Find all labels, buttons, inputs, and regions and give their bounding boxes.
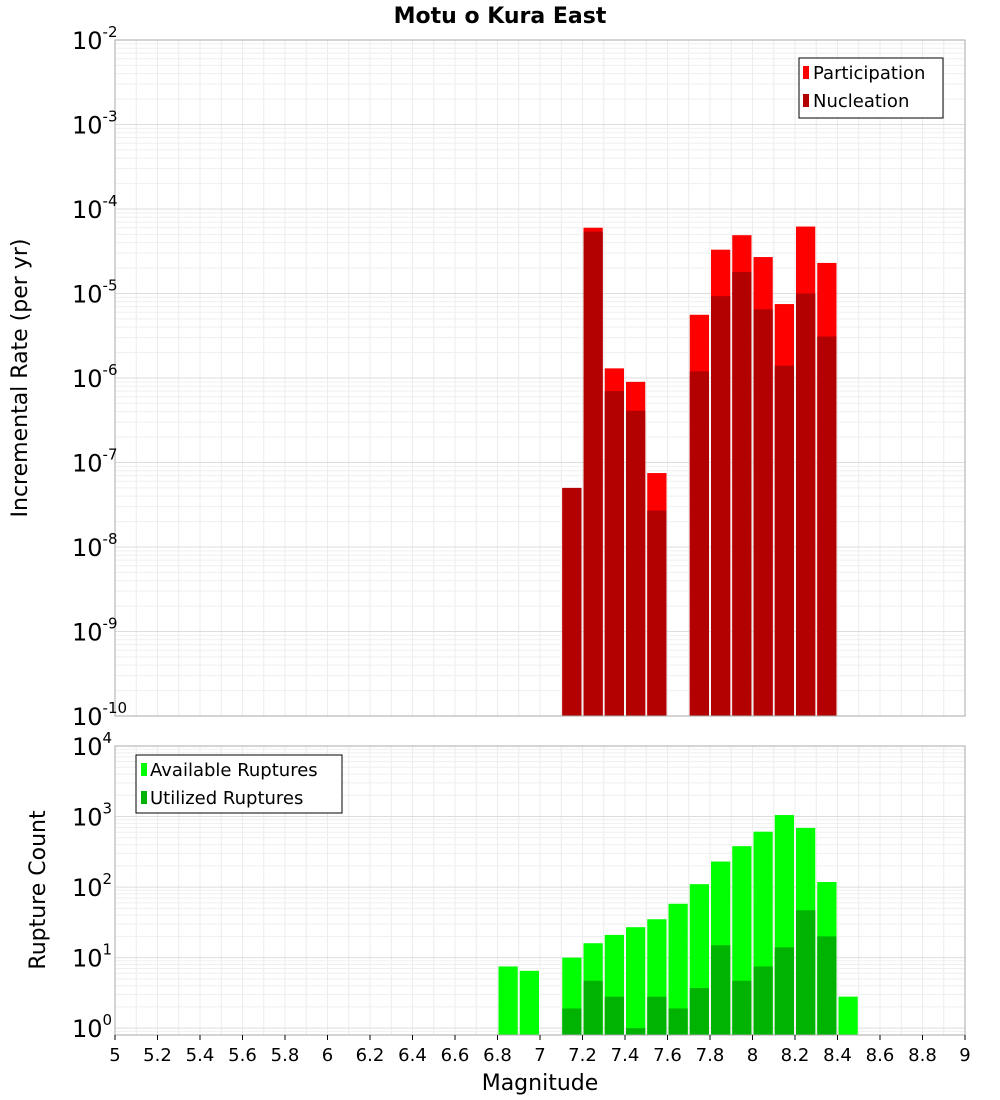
nucleation-bar [626, 410, 646, 716]
x-tick-label: 5.6 [228, 1045, 257, 1066]
x-tick-label: 8.2 [781, 1045, 810, 1066]
y-tick-label: 10-4 [72, 192, 118, 224]
nucleation-bar [732, 271, 752, 716]
x-tick-label: 6.6 [441, 1045, 470, 1066]
y-tick-label: 100 [72, 1011, 112, 1043]
top-y-axis-label: Incremental Rate (per yr) [8, 239, 33, 518]
bottom-panel: 100 101 102 103 104 5 5.2 5.4 5.6 5.8 6 6.2 6.4 6.6 6… [26, 729, 971, 1096]
bottom-x-ticks: 5 5.2 5.4 5.6 5.8 6 6.2 6.4 6.6 6.8 7 7.2 7.4 7.6 7.8 8… [109, 1035, 971, 1066]
nucleation-bar [796, 293, 816, 716]
bottom-legend: Available Ruptures Utilized Ruptures [135, 754, 343, 814]
top-grid [114, 40, 966, 717]
y-tick-label: 10-6 [72, 361, 118, 393]
utilized-ruptures-bar [817, 936, 837, 1035]
y-tick-label: 10-8 [72, 530, 118, 562]
y-tick-label: 101 [72, 941, 112, 973]
y-tick-label: 10-9 [72, 615, 118, 647]
utilized-ruptures-bar [732, 980, 752, 1035]
bottom-bars [498, 815, 858, 1035]
available-ruptures-bar [626, 927, 646, 1035]
y-tick-label: 103 [72, 800, 112, 832]
y-tick-label: 102 [72, 870, 112, 902]
x-tick-label: 9 [959, 1045, 970, 1066]
x-tick-label: 6.8 [483, 1045, 512, 1066]
x-tick-label: 7.8 [696, 1045, 725, 1066]
nucleation-bar [689, 371, 709, 716]
legend-label-participation: Participation [813, 63, 925, 84]
available-ruptures-bar [519, 970, 539, 1035]
y-tick-label: 10-10 [72, 699, 127, 731]
x-tick-label: 8.4 [823, 1045, 852, 1066]
utilized-ruptures-bar [668, 1008, 688, 1035]
utilized-ruptures-bar [647, 996, 667, 1035]
x-tick-label: 5.4 [186, 1045, 215, 1066]
x-tick-label: 7.6 [653, 1045, 682, 1066]
y-tick-label: 10-3 [72, 108, 118, 140]
nucleation-bar [753, 309, 773, 716]
x-tick-label: 7.4 [611, 1045, 640, 1066]
bottom-y-axis-label: Rupture Count [26, 810, 51, 970]
utilized-ruptures-bar [711, 945, 731, 1035]
available-ruptures-bar [838, 996, 858, 1035]
top-plot-border [114, 39, 966, 717]
utilized-ruptures-bar [689, 988, 709, 1035]
nucleation-bar [817, 336, 837, 716]
legend-label-utilized-ruptures: Utilized Ruptures [150, 788, 303, 809]
x-tick-label: 6.2 [356, 1045, 385, 1066]
x-tick-label: 8 [747, 1045, 758, 1066]
top-legend-box [798, 57, 944, 119]
utilized-ruptures-bar [562, 1008, 582, 1035]
legend-swatch-utilized-ruptures [141, 791, 147, 804]
x-tick-label: 7.2 [568, 1045, 597, 1066]
y-tick-label: 10-2 [72, 23, 118, 55]
nucleation-bar [774, 365, 794, 716]
x-tick-label: 6.4 [398, 1045, 427, 1066]
x-axis-label: Magnitude [482, 1071, 599, 1096]
nucleation-bar [647, 510, 667, 716]
utilized-ruptures-bar [774, 947, 794, 1035]
x-tick-label: 7 [534, 1045, 545, 1066]
utilized-ruptures-bar [796, 910, 816, 1035]
utilized-ruptures-bar [583, 980, 603, 1035]
x-tick-label: 8.8 [908, 1045, 937, 1066]
x-tick-label: 5 [109, 1045, 120, 1066]
legend-label-available-ruptures: Available Ruptures [150, 760, 318, 781]
nucleation-bar [604, 391, 624, 716]
legend-swatch-participation [803, 66, 809, 79]
x-tick-label: 8.6 [866, 1045, 895, 1066]
y-tick-label: 104 [72, 729, 112, 761]
nucleation-bar [562, 487, 582, 716]
y-tick-label: 10-5 [72, 277, 118, 309]
legend-swatch-available-ruptures [141, 763, 147, 776]
bottom-y-ticks: 100 101 102 103 104 [72, 729, 112, 1043]
utilized-ruptures-bar [626, 1028, 646, 1035]
x-tick-label: 5.2 [143, 1045, 172, 1066]
available-ruptures-bar [668, 903, 688, 1035]
y-tick-label: 10-7 [72, 446, 118, 478]
nucleation-bar [583, 231, 603, 716]
top-bars [562, 226, 837, 716]
bottom-legend-box [135, 754, 343, 814]
utilized-ruptures-bar [753, 966, 773, 1035]
nucleation-bar [711, 296, 731, 716]
top-legend: Participation Nucleation [798, 57, 944, 119]
top-y-ticks: 10-10 10-9 10-8 10-7 10-6 10-5 10-4 10-3 10-2 [72, 23, 127, 731]
available-ruptures-bar [498, 966, 518, 1035]
x-tick-label: 6 [322, 1045, 333, 1066]
utilized-ruptures-bar [604, 996, 624, 1035]
top-panel: 10-10 10-9 10-8 10-7 10-6 10-5 10-4 10-3 10-2 In… [8, 23, 966, 731]
legend-swatch-nucleation [803, 94, 809, 107]
x-tick-label: 5.8 [271, 1045, 300, 1066]
chart-title: Motu o Kura East [394, 4, 607, 29]
legend-label-nucleation: Nucleation [813, 91, 909, 112]
